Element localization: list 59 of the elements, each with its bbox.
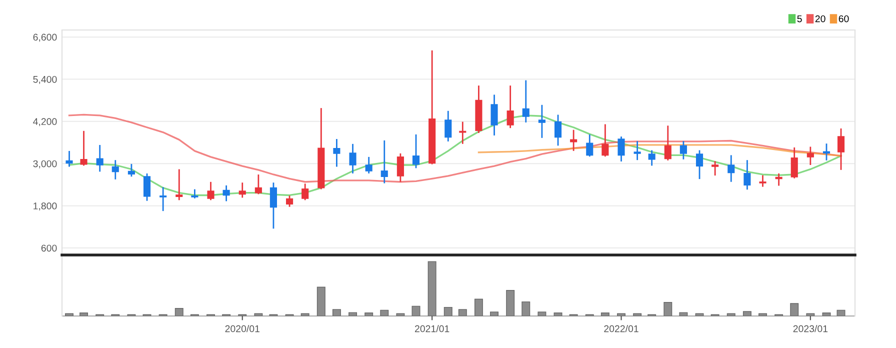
candlestick [806,146,814,165]
candlestick [396,153,404,182]
candlestick [522,80,530,122]
candlestick [191,189,198,198]
candlestick [176,169,183,200]
candlestick [222,185,230,202]
candlestick [412,134,420,168]
candlestick [254,174,262,194]
candlestick [506,86,514,128]
candlestick [380,140,388,184]
candlestick [664,126,672,160]
candlestick [586,134,594,157]
x-tick-label: 2021/01 [414,325,450,332]
y-tick-label: 4,200 [33,118,57,126]
candlestick [554,114,562,146]
candlestick [238,182,246,198]
legend-label: 5 [797,15,802,22]
y-tick-label: 6,600 [33,34,57,42]
candlestick [128,164,135,177]
candlestick [618,136,625,162]
x-tick-label: 2023/01 [793,325,828,332]
candlestick [444,110,452,142]
y-tick-label: 3,000 [33,160,57,168]
x-tick-label: 2020/01 [225,325,260,332]
candlestick [602,124,609,157]
candlestick [302,184,309,200]
candlestick [490,94,498,136]
x-tick-label: 2022/01 [604,325,638,332]
y-tick-label: 600 [41,244,57,252]
candlestick [333,138,340,167]
candlestick [837,128,845,170]
candlestick [790,147,798,178]
candlestick [680,141,687,160]
line-series [68,114,842,183]
candlestick [80,130,88,166]
candlestick [286,196,294,207]
candlestick [349,144,356,174]
legend-label: 60 [838,15,849,22]
candlestick [365,156,372,174]
candlestick [759,175,766,187]
candlestick [775,173,782,186]
candlestick [648,150,656,166]
candlestick [538,104,546,138]
candlestick [696,150,704,180]
candlestick [712,161,719,176]
y-tick-label: 1,800 [34,202,57,211]
candlestick [66,150,73,167]
candlestick [160,187,167,212]
candlestick [270,182,277,229]
candlestick [112,160,119,180]
candlestick [728,155,735,182]
y-tick-label: 5,400 [33,76,57,84]
legend-label: 20 [815,15,826,22]
candlestick [822,144,830,160]
candlestick [744,160,751,190]
candlestick [207,182,214,200]
candlestick [143,173,151,201]
candlestick [96,144,104,172]
candlestick [634,141,641,160]
